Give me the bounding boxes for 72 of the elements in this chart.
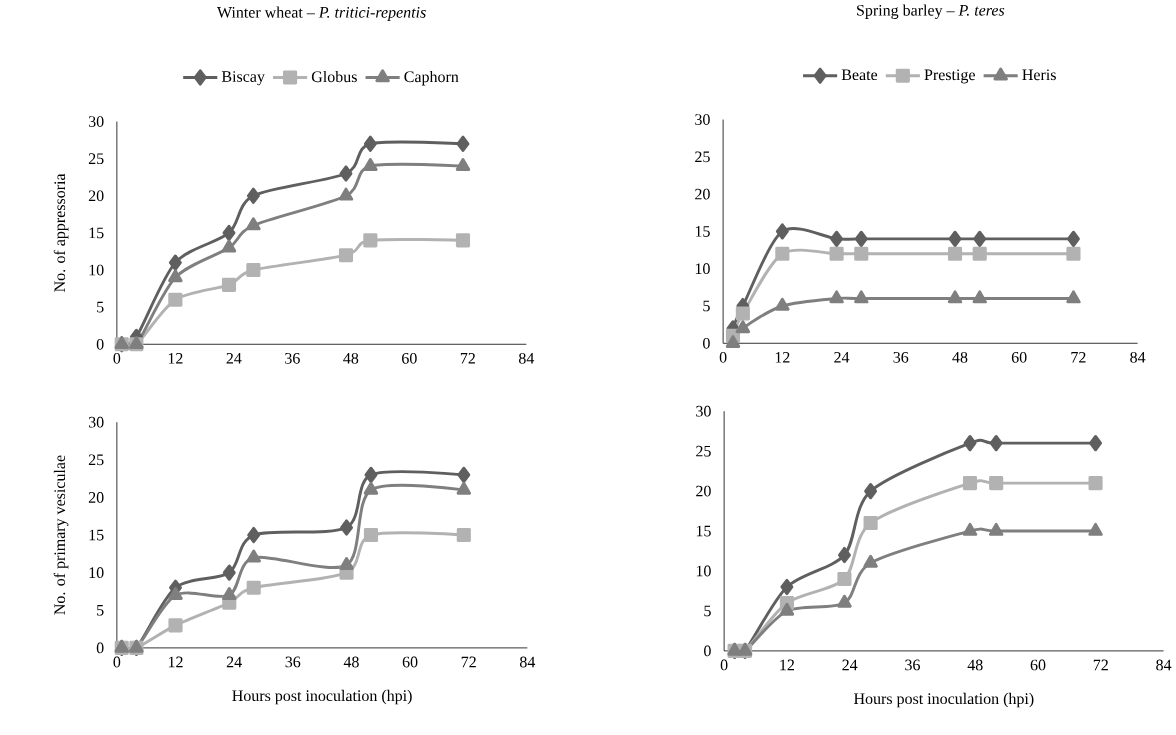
x-tick-label: 12 bbox=[168, 656, 183, 668]
x-tick-label: 0 bbox=[113, 353, 121, 364]
y-tick-label: 0 bbox=[96, 642, 104, 654]
y-axis-title: No. of primary vesiculae bbox=[53, 455, 69, 615]
y-axis-title: No. of appressoria bbox=[53, 173, 69, 293]
x-axis-title: Hours post inoculation (hpi) bbox=[232, 689, 412, 705]
x-axis-title: Hours post inoculation (hpi) bbox=[853, 692, 1034, 708]
y-tick-label: 0 bbox=[704, 645, 711, 657]
x-tick-label: 0 bbox=[113, 656, 121, 668]
x-tick-label: 12 bbox=[168, 353, 183, 364]
y-tick-label: 10 bbox=[696, 565, 711, 577]
x-tick-label: 72 bbox=[460, 353, 475, 364]
x-tick-label: 60 bbox=[402, 656, 418, 668]
legend-label: Heris bbox=[1022, 69, 1056, 81]
x-tick-label: 60 bbox=[1030, 659, 1046, 671]
y-tick-label: 5 bbox=[703, 300, 710, 312]
y-tick-label: 25 bbox=[88, 454, 104, 466]
x-tick-label: 24 bbox=[834, 352, 850, 363]
x-tick-label: 24 bbox=[226, 353, 242, 364]
y-tick-label: 15 bbox=[89, 529, 104, 541]
y-tick-label: 25 bbox=[88, 153, 104, 165]
y-tick-label: 25 bbox=[696, 445, 711, 457]
x-tick-label: 24 bbox=[226, 656, 242, 668]
y-tick-label: 30 bbox=[696, 405, 711, 417]
y-tick-label: 10 bbox=[695, 263, 710, 275]
x-tick-label: 60 bbox=[1011, 352, 1027, 363]
x-tick-label: 36 bbox=[893, 352, 909, 363]
x-tick-label: 84 bbox=[518, 353, 535, 364]
x-tick-label: 72 bbox=[1071, 352, 1086, 363]
x-tick-label: 48 bbox=[343, 353, 359, 364]
y-tick-label: 20 bbox=[88, 190, 104, 202]
y-tick-label: 25 bbox=[695, 151, 710, 163]
y-tick-label: 10 bbox=[89, 567, 104, 579]
x-tick-label: 0 bbox=[720, 659, 728, 671]
y-tick-label: 5 bbox=[97, 301, 104, 313]
y-tick-label: 20 bbox=[695, 188, 710, 200]
legend-label: Biscay bbox=[221, 71, 265, 86]
y-tick-label: 15 bbox=[89, 227, 104, 239]
y-tick-label: 5 bbox=[704, 605, 711, 617]
y-tick-label: 0 bbox=[96, 338, 104, 350]
x-tick-label: 36 bbox=[285, 656, 301, 668]
x-tick-label: 12 bbox=[780, 659, 794, 671]
x-tick-label: 48 bbox=[952, 352, 968, 363]
legend-label: Prestige bbox=[924, 69, 975, 84]
y-tick-label: 0 bbox=[703, 337, 710, 349]
x-tick-label: 36 bbox=[905, 659, 920, 671]
x-tick-label: 12 bbox=[775, 352, 790, 363]
x-tick-label: 60 bbox=[402, 353, 417, 364]
x-tick-label: 0 bbox=[719, 352, 727, 363]
y-tick-label: 5 bbox=[97, 605, 104, 616]
legend-label: Beate bbox=[841, 69, 878, 81]
x-tick-label: 72 bbox=[1093, 659, 1108, 671]
x-tick-label: 48 bbox=[343, 656, 359, 668]
x-tick-label: 24 bbox=[842, 659, 858, 671]
x-tick-label: 84 bbox=[1130, 352, 1146, 363]
y-tick-label: 20 bbox=[88, 492, 104, 503]
y-tick-label: 10 bbox=[89, 264, 104, 276]
y-tick-label: 20 bbox=[696, 485, 711, 497]
y-tick-label: 30 bbox=[695, 114, 710, 126]
y-tick-label: 15 bbox=[695, 226, 710, 237]
x-tick-label: 72 bbox=[461, 656, 476, 668]
x-tick-label: 84 bbox=[1156, 659, 1172, 671]
x-tick-label: 84 bbox=[519, 656, 536, 668]
x-tick-label: 48 bbox=[967, 659, 983, 671]
y-tick-label: 15 bbox=[696, 525, 711, 537]
legend-label: Globus bbox=[311, 71, 357, 83]
chart-title: Winter wheat – P. tritici-repentis bbox=[216, 6, 426, 22]
legend-label: Caphorn bbox=[404, 71, 459, 86]
y-tick-label: 30 bbox=[88, 116, 104, 128]
y-tick-label: 30 bbox=[88, 416, 104, 428]
chart-title: Spring barley – P. teres bbox=[857, 4, 1005, 20]
x-tick-label: 36 bbox=[285, 353, 300, 364]
